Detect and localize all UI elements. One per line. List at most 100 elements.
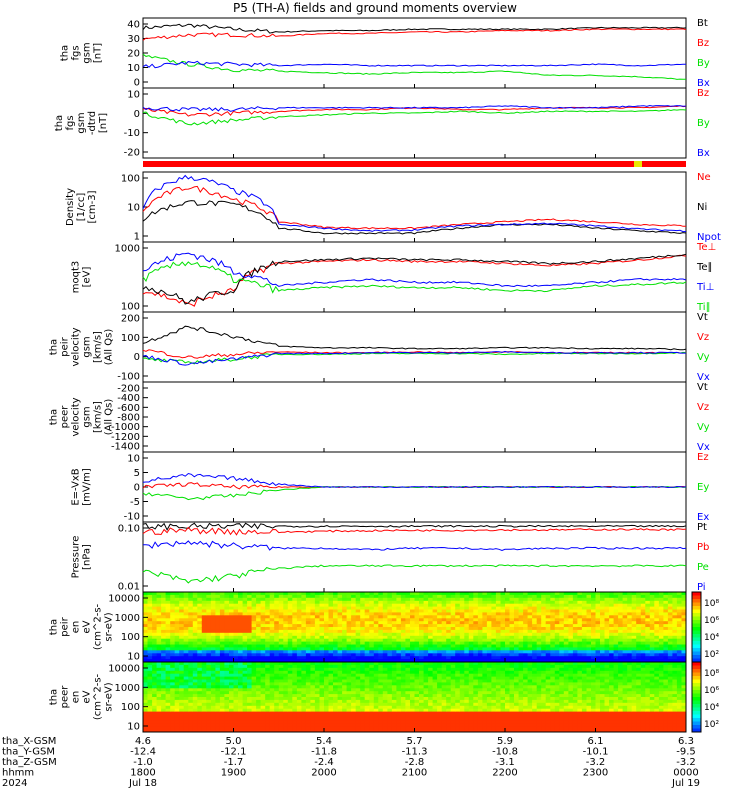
spectrogram-cell [274,650,280,654]
spectrogram-cell [152,606,158,610]
spectrogram-cell [382,664,388,669]
spectrogram-cell [156,664,162,669]
spectrogram-cell [210,592,216,596]
spectrogram-cell [586,594,592,599]
spectrogram-cell [333,685,338,689]
spectrogram-cell [423,597,429,602]
spectrogram-cell [301,641,307,645]
spectrogram-cell [572,612,578,616]
spectrogram-cell [342,597,348,602]
spectrogram-cell [219,592,225,596]
spectrogram-cell [400,664,406,669]
spectrogram-cell [247,609,253,613]
spectrogram-cell [568,612,574,616]
spectrogram-cell [378,603,384,608]
spectrogram-cell [305,627,311,631]
spectrogram-cell [242,624,248,628]
spectrogram-cell [355,653,361,657]
spectrogram-cell [274,656,280,660]
spectrogram-cell [468,621,474,625]
spectrogram-cell [183,647,189,651]
spectrogram-cell [450,644,456,648]
spectrogram-cell [636,612,642,616]
spectrogram-cell [319,699,325,704]
spectrogram-cell [310,729,316,733]
spectrogram-cell [278,594,284,599]
spectrogram-cell [482,632,488,637]
spectrogram-cell [152,691,158,695]
spectrogram-cell [229,612,234,616]
spectrogram-cell [337,720,343,724]
spectrogram-cell [256,615,262,619]
spectrogram-cell [360,697,366,701]
spectrogram-cell [419,682,424,686]
spectrogram-cell [305,635,311,640]
spectrogram-cell [256,624,262,628]
spectrogram-cell [301,717,307,721]
spectrogram-cell [152,729,158,733]
spectrogram-cell [581,632,587,637]
spectrogram-cell [143,632,148,637]
spectrogram-cell [527,597,533,602]
spectrogram-cell [206,600,212,605]
spectrogram-cell [464,662,470,666]
spectrogram-cell [450,594,456,599]
spectrogram-cell [373,600,379,605]
spectrogram-cell [197,606,203,610]
spectrogram-cell [278,705,284,710]
spectrogram-cell [658,644,664,648]
spectrogram-cell [256,685,262,689]
spectrogram-cell [486,708,492,713]
spectrogram-cell [514,647,519,651]
spectrogram-cell [459,662,465,666]
legend-label-Vx: Vx [697,372,710,383]
spectrogram-cell [296,688,302,692]
spectrogram-cell [319,717,325,721]
spectrogram-cell [301,723,307,727]
spectrogram-cell [197,609,203,613]
spectrogram-cell [156,606,162,610]
spectrogram-cell [400,673,406,678]
spectrogram-cell [391,627,397,631]
spectrogram-cell [468,638,474,643]
spectrogram-cell [179,708,185,713]
spectrogram-cell [455,659,461,663]
spectrogram-cell [360,612,366,616]
spectrogram-cell [550,597,556,602]
spectrogram-cell [396,612,402,616]
spectrogram-cell [265,650,271,654]
spectrogram-cell [559,603,565,608]
spectrogram-cell [287,641,293,645]
spectrogram-cell [482,679,488,683]
spectrogram-cell [251,647,257,651]
spectrogram-cell [536,632,542,637]
spectrogram-cell [156,685,162,689]
spectrogram-cell [183,650,189,654]
spectrogram-cell [351,697,357,701]
spectrogram-cell [324,705,329,710]
spectrogram-cell [378,688,384,692]
spectrogram-cell [224,597,230,602]
spectrogram-cell [269,670,275,675]
spectrogram-cell [396,650,402,654]
spectrogram-cell [305,685,311,689]
spectrogram-cell [464,676,470,680]
spectrogram-cell [541,650,547,654]
spectrogram-cell [351,708,357,713]
y-axis-label-line: [eV] [82,267,93,288]
spectrogram-cell [179,670,185,675]
spectrogram-cell [269,612,275,616]
spectrogram-cell [188,618,194,622]
spectrogram-cell [337,606,343,610]
spectrogram-cell [278,720,284,724]
spectrogram-cell [351,673,357,678]
spectrogram-cell [301,656,307,660]
spectrogram-cell [287,618,293,622]
spectrogram-cell [192,627,198,631]
spectrogram-cell [156,667,162,672]
spectrogram-cell [432,609,438,613]
spectrogram-cell [369,711,375,715]
spectrogram-cell [296,659,302,663]
spectrogram-cell [459,597,465,602]
spectrogram-cell [360,647,366,651]
